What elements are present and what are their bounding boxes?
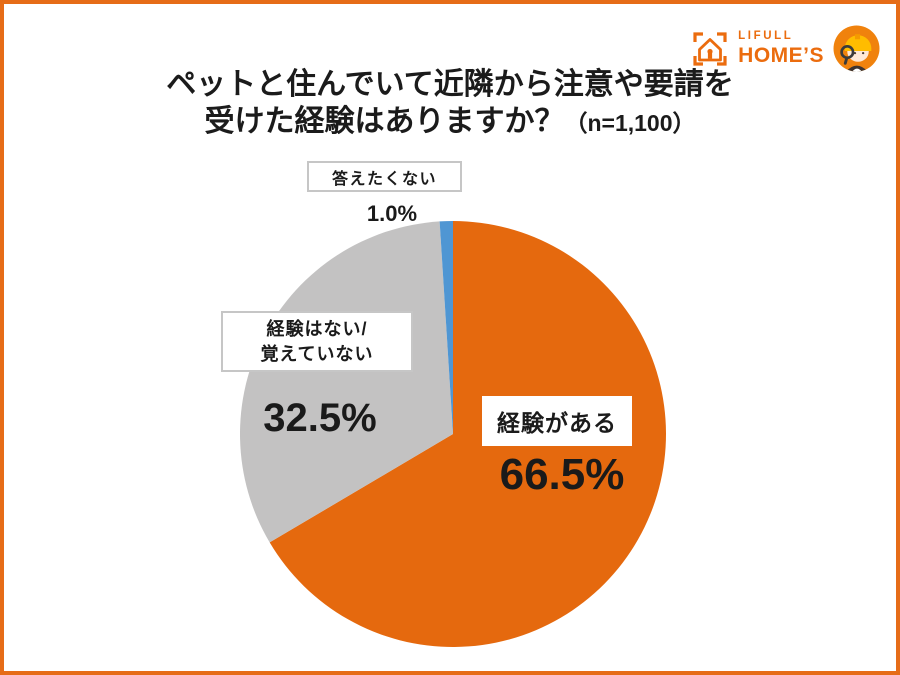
lifull-homes-logo: LIFULL HOME’S	[691, 25, 880, 72]
label-box-no-experience: 経験はない/ 覚えていない	[221, 311, 413, 372]
pie-slice-2	[439, 221, 453, 434]
chart-title-line2: 受けた経験はありますか？（n=1,100）	[204, 105, 696, 138]
house-in-brackets-icon	[693, 31, 727, 66]
label-box-experience: 経験がある	[482, 396, 632, 446]
label-box-no-answer: 答えたくない	[307, 161, 462, 192]
slice-label-line2: 覚えていない	[260, 343, 374, 364]
logo-wordmark: LIFULL HOME’S	[738, 29, 824, 68]
slice-label: 答えたくない	[331, 170, 437, 188]
pie-slice-1	[239, 221, 453, 543]
slice-label-line1: 経験はない/	[266, 318, 368, 339]
slice-label: 経験がある	[497, 410, 617, 436]
mascot-with-magnifier-icon	[833, 25, 880, 72]
slice-percent-no-experience: 32.5%	[263, 396, 377, 440]
chart-title-line1: ペットと住んでいて近隣から注意や要請を	[166, 68, 734, 101]
pie-slice-0	[269, 221, 666, 647]
chart-title: ペットと住んでいて近隣から注意や要請を 受けた経験はありますか？（n=1,100…	[4, 66, 896, 142]
logo-text-homes: HOME’S	[738, 44, 824, 68]
logo-text-lifull: LIFULL	[738, 29, 794, 42]
slice-percent-experience: 66.5%	[499, 450, 625, 499]
sample-size: （n=1,100）	[564, 110, 696, 136]
slice-percent-no-answer: 1.0%	[366, 201, 418, 226]
pie-chart	[239, 221, 666, 647]
pie-chart-svg	[239, 221, 666, 647]
